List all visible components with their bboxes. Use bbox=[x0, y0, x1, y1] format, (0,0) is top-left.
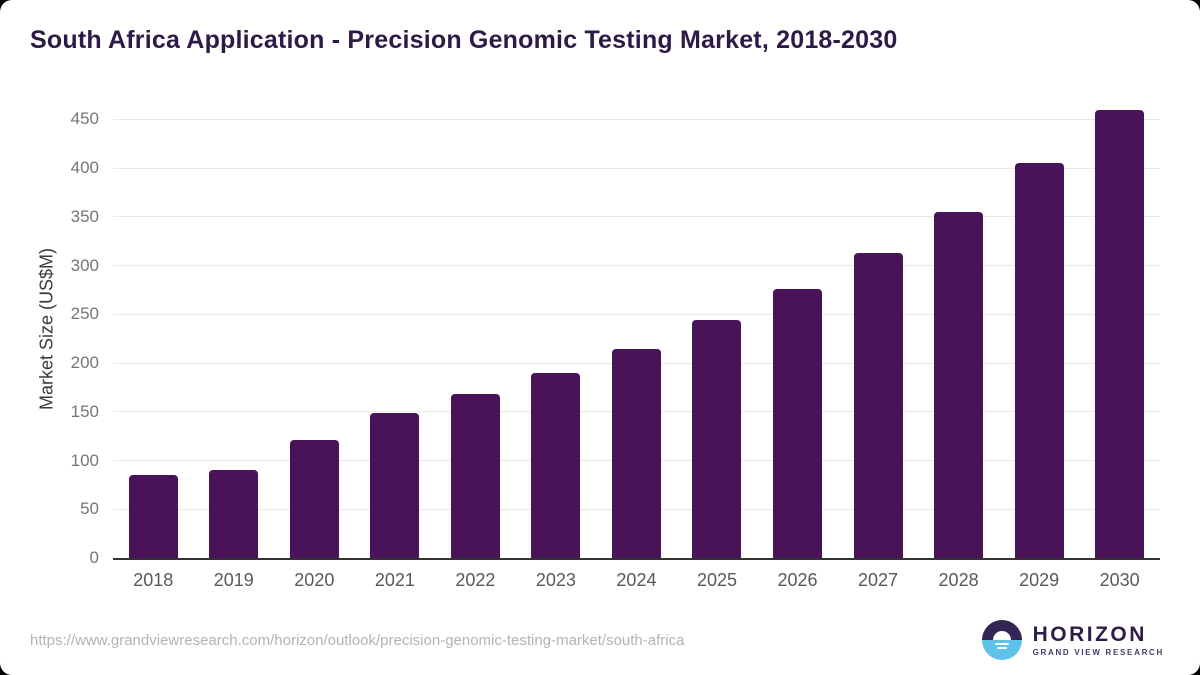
x-tick-label-2024: 2024 bbox=[616, 570, 657, 590]
x-tick-label-2020: 2020 bbox=[294, 570, 335, 590]
bar-slot-2019 bbox=[194, 99, 275, 558]
bar-2029 bbox=[1014, 163, 1064, 558]
water-ripple bbox=[994, 643, 1009, 645]
x-tick-label-2026: 2026 bbox=[777, 570, 818, 590]
x-tick-label-2023: 2023 bbox=[535, 570, 576, 590]
source-url: https://www.grandviewresearch.com/horizo… bbox=[30, 631, 685, 649]
bar-slot-2025 bbox=[677, 99, 758, 558]
logo-text: HORIZON GRAND VIEW RESEARCH bbox=[1033, 624, 1164, 657]
bar-2024 bbox=[611, 348, 661, 558]
bar-2018 bbox=[128, 475, 178, 558]
y-tick-label: 450 bbox=[70, 109, 99, 129]
y-tick-label: 200 bbox=[70, 353, 99, 373]
y-tick-label: 400 bbox=[70, 158, 99, 178]
page-title: South Africa Application - Precision Gen… bbox=[30, 26, 898, 54]
bar-slot-2026 bbox=[757, 99, 838, 558]
bar-2030 bbox=[1095, 109, 1145, 558]
bar-2026 bbox=[773, 289, 823, 558]
bar-slot-2029 bbox=[999, 99, 1080, 558]
y-tick-label: 250 bbox=[70, 304, 99, 324]
bar-2023 bbox=[531, 372, 581, 558]
x-axis-ticks: 2018 2019 2020 2021 2022 2023 2024 2025 2026 2027… bbox=[113, 570, 1160, 591]
bar-slot-2022 bbox=[435, 99, 516, 558]
x-tick-label-2018: 2018 bbox=[133, 570, 174, 590]
x-tick-label-2022: 2022 bbox=[455, 570, 496, 590]
bar-2019 bbox=[209, 470, 259, 558]
y-tick-label: 300 bbox=[70, 255, 99, 275]
y-tick-label: 0 bbox=[89, 548, 99, 567]
plot-area: Market Size (US$M) 0 50 100 150 200 250 300 350… bbox=[37, 99, 1160, 590]
bar-slot-2030 bbox=[1079, 99, 1160, 558]
logo-subtitle: GRAND VIEW RESEARCH bbox=[1032, 647, 1164, 657]
bar-2027 bbox=[853, 252, 903, 558]
x-tick-label-2019: 2019 bbox=[213, 570, 254, 590]
gridline bbox=[113, 118, 1160, 120]
x-tick-label-2029: 2029 bbox=[1019, 570, 1060, 590]
sun-shape bbox=[992, 631, 1011, 640]
sunset-over-water-icon bbox=[981, 620, 1022, 660]
water-ripple bbox=[996, 647, 1007, 649]
bar-slot-2021 bbox=[355, 99, 436, 558]
bar-slot-2024 bbox=[596, 99, 677, 558]
x-tick-label-2021: 2021 bbox=[374, 570, 415, 590]
gridline bbox=[113, 167, 1160, 169]
horizon-logo: HORIZON GRAND VIEW RESEARCH bbox=[981, 620, 1164, 660]
bar-slot-2023 bbox=[516, 99, 597, 558]
bar-2028 bbox=[934, 212, 984, 558]
gridline bbox=[113, 216, 1160, 218]
y-tick-label: 50 bbox=[80, 499, 99, 519]
bar-2022 bbox=[450, 394, 500, 558]
bar-slot-2020 bbox=[274, 99, 355, 558]
bar-slot-2018 bbox=[113, 99, 194, 558]
x-tick-label-2027: 2027 bbox=[858, 570, 899, 590]
y-tick-label: 150 bbox=[70, 401, 99, 421]
bar-series bbox=[113, 99, 1160, 558]
bar-2020 bbox=[289, 440, 339, 558]
y-tick-label: 350 bbox=[70, 206, 99, 226]
bar-slot-2027 bbox=[838, 99, 919, 558]
y-tick-label: 100 bbox=[70, 450, 99, 470]
bar-2021 bbox=[370, 412, 420, 558]
x-tick-label-2025: 2025 bbox=[696, 570, 737, 590]
gridline bbox=[113, 313, 1160, 315]
bar-2025 bbox=[692, 320, 742, 558]
bar-slot-2028 bbox=[918, 99, 999, 558]
logo-name: HORIZON bbox=[1032, 622, 1147, 646]
x-tick-label-2030: 2030 bbox=[1099, 570, 1140, 590]
x-tick-label-2028: 2028 bbox=[938, 570, 979, 590]
gridline bbox=[113, 265, 1160, 267]
footer: https://www.grandviewresearch.com/horizo… bbox=[30, 620, 1164, 660]
